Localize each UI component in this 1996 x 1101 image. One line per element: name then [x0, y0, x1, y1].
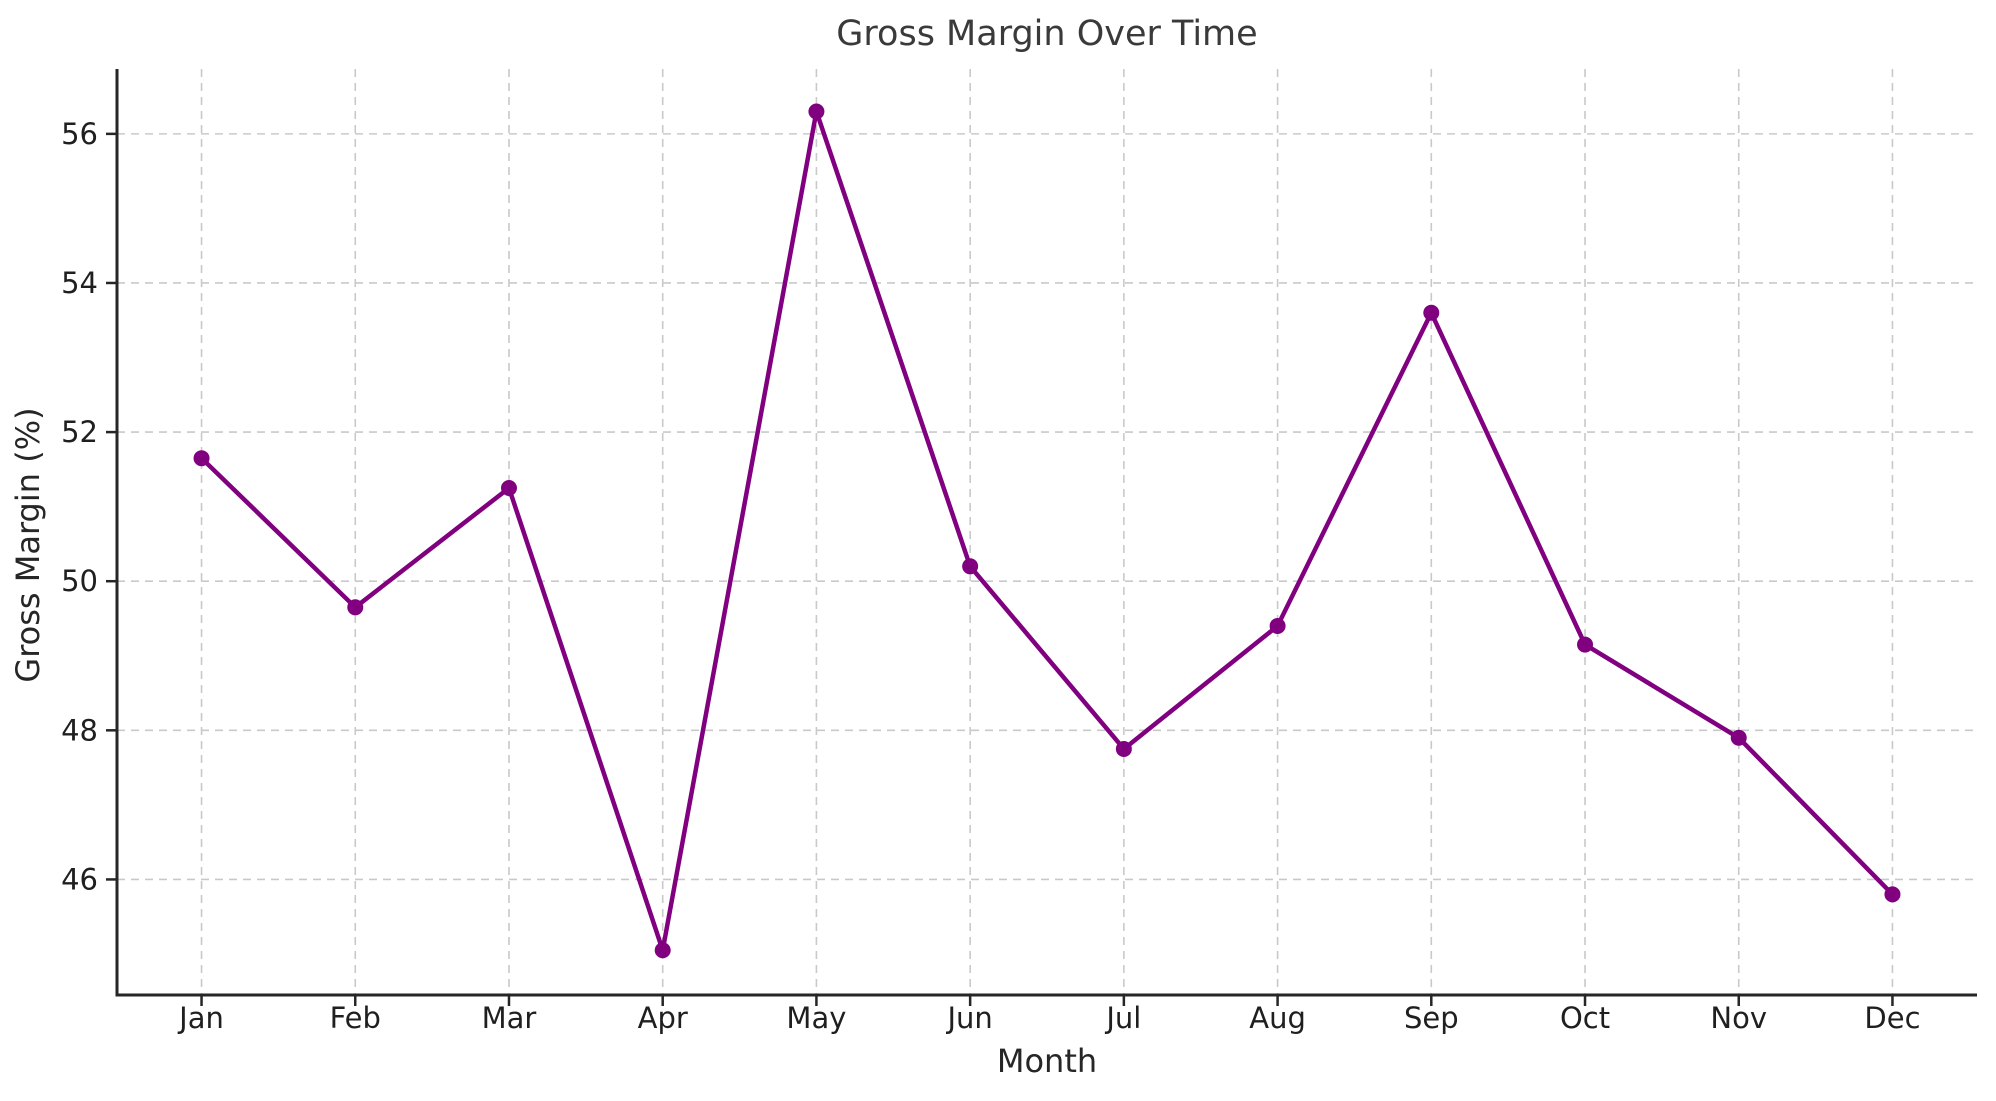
x-tick-label: Oct [1560, 1001, 1610, 1035]
x-tick-label: Nov [1710, 1001, 1767, 1035]
x-axis-label: Month [997, 1042, 1097, 1080]
y-axis-label: Gross Margin (%) [9, 407, 47, 682]
data-point-marker [347, 599, 364, 616]
data-point-marker [1269, 617, 1286, 634]
y-tick-label: 56 [61, 117, 98, 151]
x-tick-label: Jan [177, 1001, 224, 1035]
axis-ticks [106, 132, 1894, 1006]
x-tick-labels: Jan Feb Mar Apr May Jun Jul Aug Sep Oct Nov Dec [177, 1001, 1920, 1035]
data-point-marker [1423, 304, 1440, 321]
y-tick-label: 46 [61, 862, 98, 896]
data-point-marker [193, 450, 210, 467]
chart-title: Gross Margin Over Time [836, 14, 1257, 54]
data-point-marker [1730, 729, 1747, 746]
data-point-marker [1577, 636, 1594, 653]
y-tick-label: 50 [61, 564, 98, 598]
series-line [199, 109, 1895, 953]
x-tick-label: Dec [1864, 1001, 1920, 1035]
y-tick-label: 52 [61, 415, 98, 449]
y-tick-labels: 46 48 50 52 54 56 [61, 117, 98, 897]
x-tick-label: Jul [1104, 1001, 1141, 1035]
x-tick-label: Jun [945, 1001, 992, 1035]
data-point-marker [808, 103, 825, 120]
data-point-marker [500, 480, 517, 497]
x-tick-label: Sep [1404, 1001, 1459, 1035]
axes-spines [115, 69, 1977, 997]
x-tick-label: Feb [330, 1001, 381, 1035]
y-tick-label: 54 [61, 266, 98, 300]
x-tick-label: Mar [482, 1001, 537, 1035]
data-point-marker [654, 942, 671, 959]
y-tick-label: 48 [61, 713, 98, 747]
data-point-marker [1884, 886, 1901, 903]
data-point-marker [962, 558, 979, 575]
gridlines [117, 69, 1977, 995]
x-tick-label: May [786, 1001, 846, 1035]
data-series [193, 103, 1901, 959]
x-tick-label: Aug [1249, 1001, 1306, 1035]
x-tick-label: Apr [638, 1001, 688, 1035]
data-point-marker [1115, 740, 1132, 757]
